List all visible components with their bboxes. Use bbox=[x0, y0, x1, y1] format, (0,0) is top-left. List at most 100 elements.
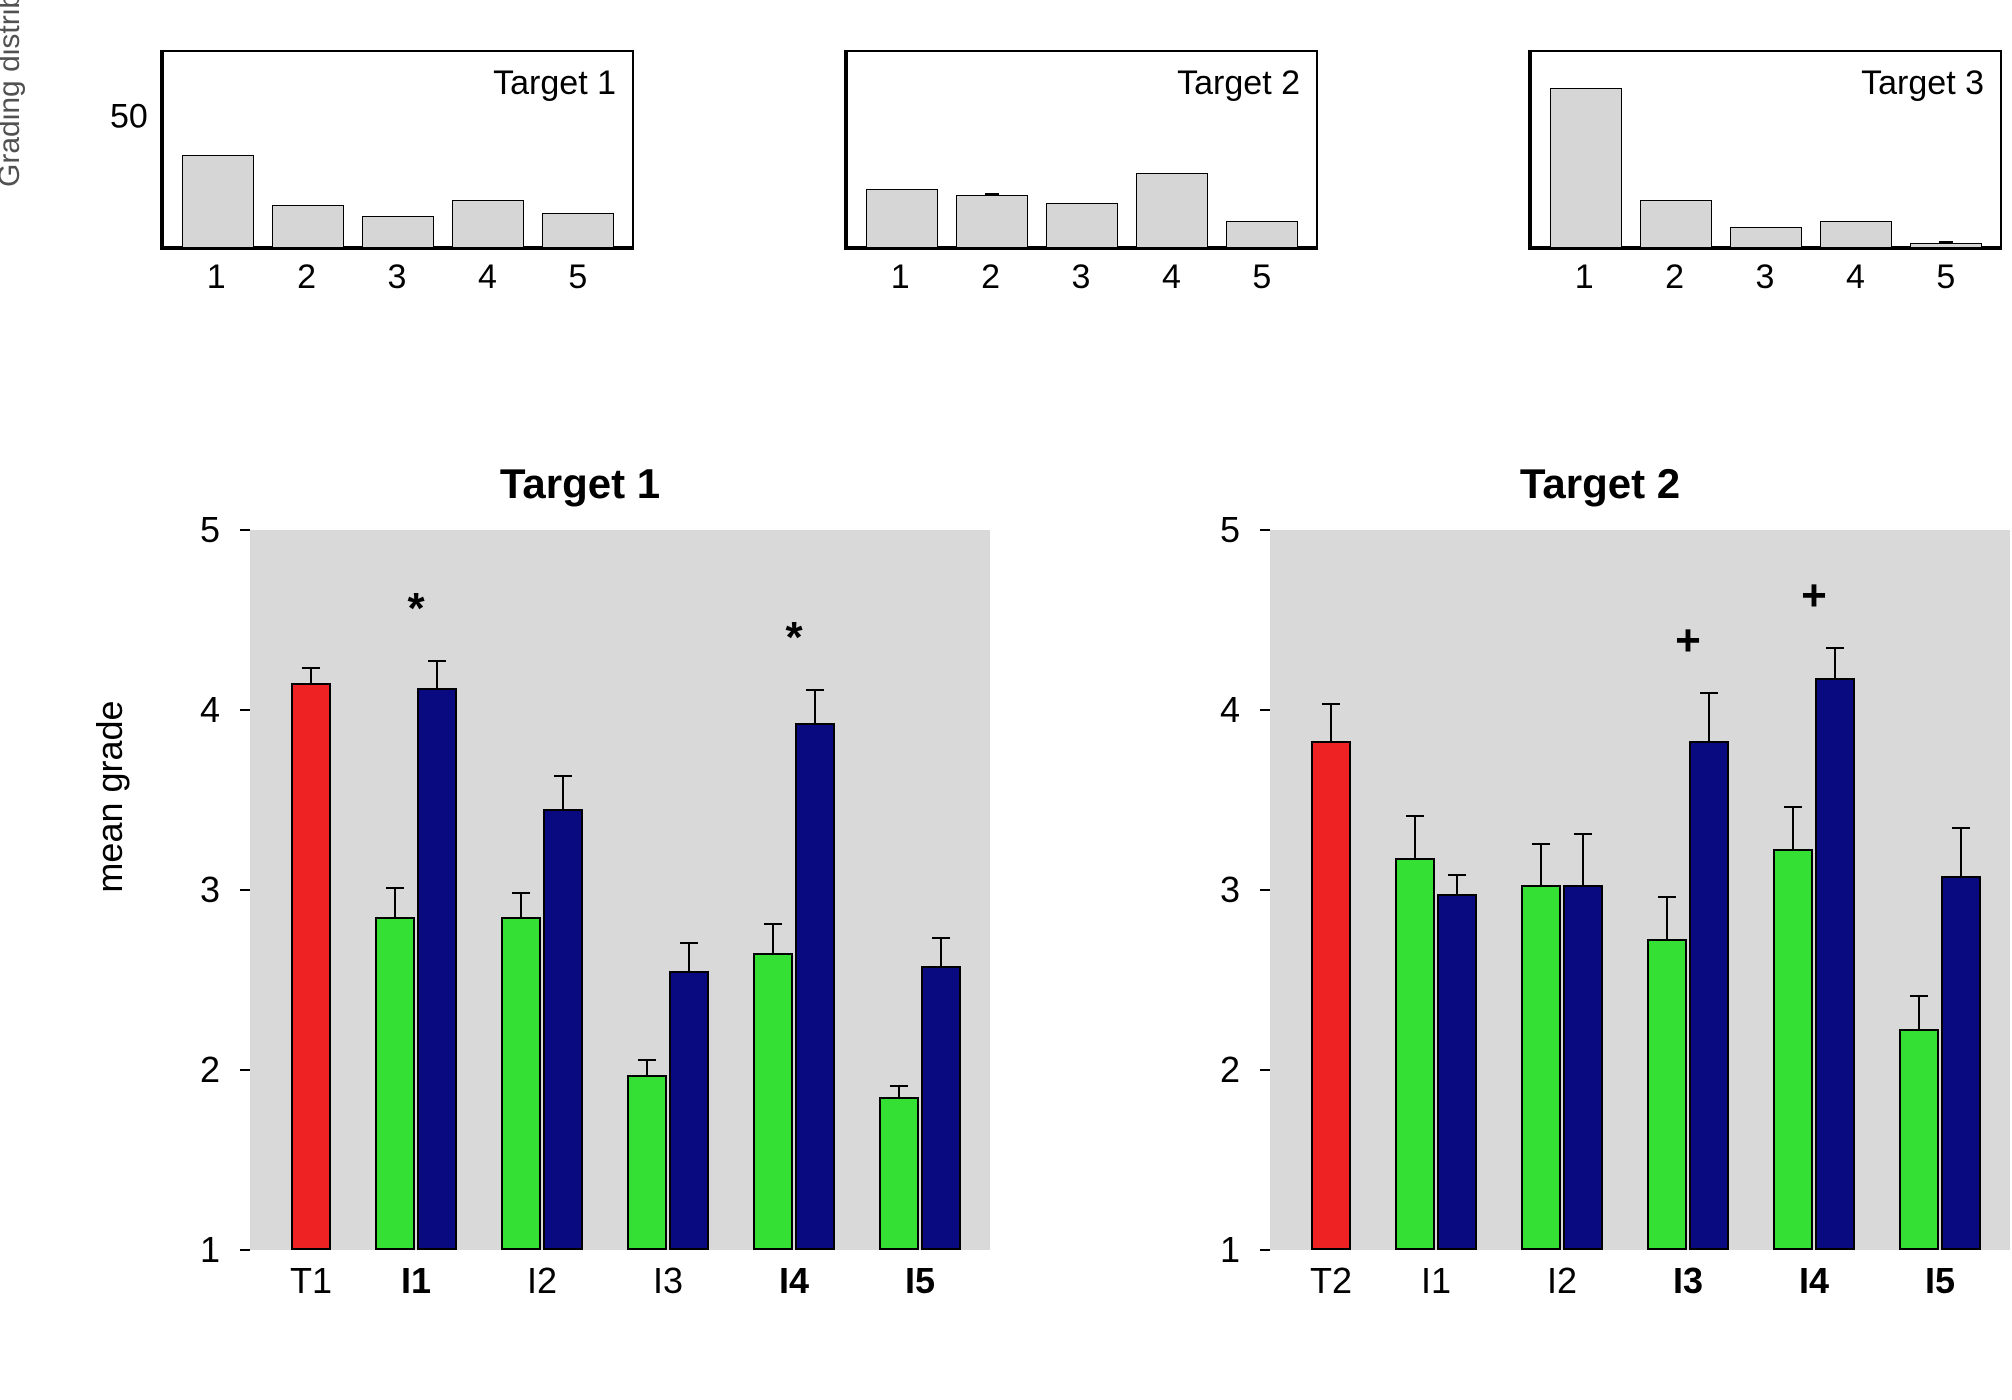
main-chart-panel: Target 212345++T2I1I2I3I4I5 bbox=[1190, 470, 2010, 1350]
hist-panel-label: Target 1 bbox=[493, 64, 616, 103]
significance-marker: * bbox=[407, 584, 424, 634]
target-bar bbox=[291, 683, 331, 1250]
hist-panel: Target 2 12345 bbox=[764, 40, 1328, 320]
bar-group bbox=[868, 966, 972, 1250]
figure-root: Grading distribution (%) 50Target 112345… bbox=[20, 20, 2012, 1380]
green-bar bbox=[1773, 849, 1813, 1250]
bar-group bbox=[1888, 876, 1992, 1250]
xtick-label: I3 bbox=[1636, 1260, 1740, 1302]
blue-bar bbox=[1437, 894, 1477, 1250]
hist-bar bbox=[182, 155, 254, 248]
xtick-label: I1 bbox=[1384, 1260, 1488, 1302]
green-bar bbox=[1899, 1029, 1939, 1250]
bar-group bbox=[616, 971, 720, 1250]
hist-bar bbox=[866, 189, 938, 248]
ytick-label: 4 bbox=[1220, 689, 1240, 731]
xtick-label: I3 bbox=[616, 1260, 720, 1302]
ytick-label: 5 bbox=[200, 509, 220, 551]
significance-marker: + bbox=[1675, 616, 1701, 666]
significance-marker: * bbox=[785, 613, 802, 663]
hist-xtick-label: 3 bbox=[361, 258, 433, 297]
ytick-label: 1 bbox=[200, 1229, 220, 1271]
bar-group bbox=[1384, 858, 1488, 1250]
main-ylabel: mean grade bbox=[89, 700, 131, 892]
blue-bar bbox=[795, 723, 835, 1250]
plot-area: 12345** bbox=[250, 530, 990, 1250]
green-bar bbox=[1647, 939, 1687, 1250]
xtick-label: T1 bbox=[280, 1260, 342, 1302]
ytick-label: 4 bbox=[200, 689, 220, 731]
hist-bar bbox=[1910, 243, 1982, 248]
green-bar bbox=[1395, 858, 1435, 1250]
hist-bar bbox=[1730, 227, 1802, 248]
hist-xtick-label: 4 bbox=[451, 258, 523, 297]
bar-group: * bbox=[364, 688, 468, 1250]
hist-xtick-label: 2 bbox=[270, 258, 342, 297]
hist-bar bbox=[1046, 203, 1118, 248]
blue-bar bbox=[1689, 741, 1729, 1250]
xtick-label: I4 bbox=[1762, 1260, 1866, 1302]
green-bar bbox=[501, 917, 541, 1250]
hist-bar bbox=[1640, 200, 1712, 248]
panel-title: Target 1 bbox=[170, 460, 990, 508]
hist-xtick-label: 3 bbox=[1045, 258, 1117, 297]
significance-marker: + bbox=[1801, 571, 1827, 621]
hist-bar bbox=[542, 213, 614, 248]
ytick-label: 2 bbox=[200, 1049, 220, 1091]
hist-bar bbox=[272, 205, 344, 248]
green-bar bbox=[1521, 885, 1561, 1250]
blue-bar bbox=[1941, 876, 1981, 1250]
hist-bar bbox=[956, 195, 1028, 248]
blue-bar bbox=[921, 966, 961, 1250]
blue-bar bbox=[1563, 885, 1603, 1250]
target-bar-group bbox=[1300, 741, 1362, 1250]
green-bar bbox=[627, 1075, 667, 1250]
ytick-label: 2 bbox=[1220, 1049, 1240, 1091]
hist-xtick-label: 3 bbox=[1729, 258, 1801, 297]
xtick-label: I4 bbox=[742, 1260, 846, 1302]
ytick-label: 5 bbox=[1220, 509, 1240, 551]
main-chart-panel: Target 1mean grade12345**T1I1I2I3I4I5 bbox=[170, 470, 990, 1350]
xtick-label: I2 bbox=[490, 1260, 594, 1302]
hist-xtick-label: 1 bbox=[180, 258, 252, 297]
hist-xtick-label: 5 bbox=[1910, 258, 1982, 297]
hist-xtick-label: 4 bbox=[1135, 258, 1207, 297]
target-bar-group bbox=[280, 683, 342, 1250]
ytick-label: 1 bbox=[1220, 1229, 1240, 1271]
blue-bar bbox=[543, 809, 583, 1250]
hist-xtick-label: 5 bbox=[1226, 258, 1298, 297]
hist-panel: 50 Target 1 12345 bbox=[80, 40, 644, 320]
hist-bar bbox=[1226, 221, 1298, 248]
xtick-label: I2 bbox=[1510, 1260, 1614, 1302]
blue-bar bbox=[669, 971, 709, 1250]
hist-bar bbox=[452, 200, 524, 248]
hist-panel-label: Target 3 bbox=[1861, 64, 1984, 103]
hist-bar bbox=[362, 216, 434, 248]
hist-xtick-label: 1 bbox=[1548, 258, 1620, 297]
hist-bar bbox=[1820, 221, 1892, 248]
hist-panel-label: Target 2 bbox=[1177, 64, 1300, 103]
hist-panel: Target 312345 bbox=[1448, 40, 2012, 320]
hist-xtick-label: 1 bbox=[864, 258, 936, 297]
blue-bar bbox=[417, 688, 457, 1250]
ytick-label: 3 bbox=[200, 869, 220, 911]
hist-xtick-label: 2 bbox=[954, 258, 1026, 297]
bar-group bbox=[1510, 885, 1614, 1250]
xtick-label: I1 bbox=[364, 1260, 468, 1302]
target-bar bbox=[1311, 741, 1351, 1250]
plot-area: 12345++ bbox=[1270, 530, 2010, 1250]
hist-ytick-label: 50 bbox=[110, 97, 148, 136]
histogram-row: 50Target 112345Target 212345Target 31234… bbox=[80, 40, 2012, 360]
xtick-label: T2 bbox=[1300, 1260, 1362, 1302]
green-bar bbox=[879, 1097, 919, 1250]
xtick-label: I5 bbox=[1888, 1260, 1992, 1302]
green-bar bbox=[375, 917, 415, 1250]
hist-xtick-label: 5 bbox=[542, 258, 614, 297]
hist-bar bbox=[1136, 173, 1208, 248]
xtick-label: I5 bbox=[868, 1260, 972, 1302]
bar-group: + bbox=[1762, 678, 1866, 1250]
panel-title: Target 2 bbox=[1190, 460, 2010, 508]
top-ylabel: Grading distribution (%) bbox=[0, 0, 27, 187]
hist-xtick-label: 2 bbox=[1638, 258, 1710, 297]
blue-bar bbox=[1815, 678, 1855, 1250]
